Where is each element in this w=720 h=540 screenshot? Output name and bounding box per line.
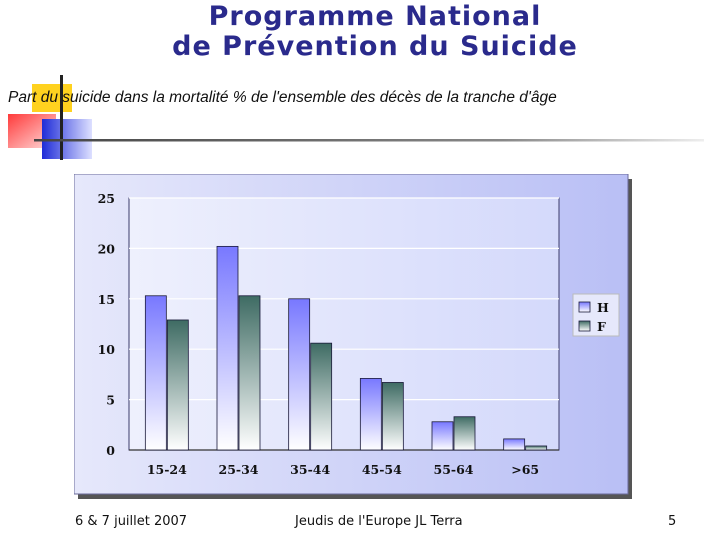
bar-H-35-44 xyxy=(288,298,311,451)
x-tick-label: 55-64 xyxy=(434,462,474,477)
bar-F-55-64 xyxy=(453,416,476,451)
decorative-squares xyxy=(8,75,704,160)
bar-F-35-44 xyxy=(310,342,333,451)
y-tick-label: 20 xyxy=(98,241,116,256)
footer-event: Jeudis de l'Europe JL Terra xyxy=(295,514,463,529)
y-tick-label: 5 xyxy=(106,393,115,408)
x-tick-label: >65 xyxy=(511,462,539,477)
page-title-line-1: Programme National xyxy=(208,1,542,32)
bar-H-15-24 xyxy=(144,295,167,451)
y-tick-label: 15 xyxy=(98,292,115,307)
bar-F-15-24 xyxy=(166,319,189,451)
x-tick-label: 45-54 xyxy=(362,462,402,477)
bar-H-45-54 xyxy=(359,378,382,451)
legend-swatch-H xyxy=(578,301,591,313)
bar-H-55-64 xyxy=(431,421,454,451)
bar-F-25-34 xyxy=(238,295,261,451)
y-tick-label: 0 xyxy=(106,443,115,458)
footer-page-number: 5 xyxy=(668,514,677,529)
bar-F-45-54 xyxy=(381,382,404,451)
y-tick-label: 25 xyxy=(98,191,115,206)
x-tick-label: 15-24 xyxy=(147,462,187,477)
legend-label-F: F xyxy=(597,319,606,334)
bar-F->65 xyxy=(525,445,548,451)
bar-H-25-34 xyxy=(216,245,239,451)
x-tick-label: 25-34 xyxy=(219,462,259,477)
y-tick-label: 10 xyxy=(98,342,116,357)
x-tick-label: 35-44 xyxy=(290,462,330,477)
bar-H->65 xyxy=(503,438,526,451)
chart-subtitle: Part du suicide dans la mortalité % de l… xyxy=(8,89,557,106)
legend-swatch-F xyxy=(578,320,591,332)
footer-date: 6 & 7 juillet 2007 xyxy=(75,514,188,529)
legend-label-H: H xyxy=(597,300,609,315)
page-title-line-2: de Prévention du Suicide xyxy=(172,31,578,62)
